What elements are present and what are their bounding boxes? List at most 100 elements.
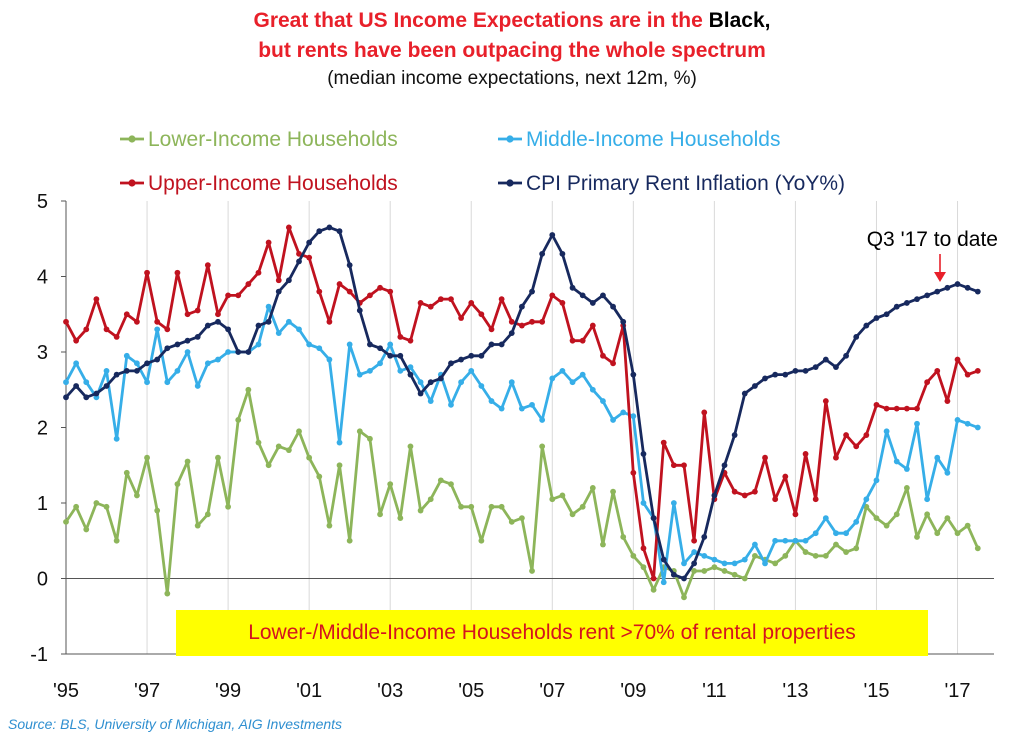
data-point <box>640 451 647 457</box>
data-point <box>306 341 313 348</box>
data-point <box>498 503 505 510</box>
data-point <box>306 254 313 261</box>
data-point <box>944 469 951 476</box>
data-point <box>893 405 900 412</box>
data-point <box>711 556 718 563</box>
data-point <box>225 292 231 299</box>
data-point <box>356 428 363 435</box>
data-point <box>367 292 373 299</box>
chart-subtitle: (median income expectations, next 12m, %… <box>327 68 697 89</box>
data-point <box>336 439 343 446</box>
data-point <box>275 330 282 337</box>
data-point <box>73 337 80 344</box>
data-point <box>255 341 262 348</box>
data-point <box>417 300 424 306</box>
data-point <box>285 318 292 325</box>
data-point <box>245 386 252 393</box>
data-point <box>377 345 383 352</box>
data-point <box>215 356 221 363</box>
data-point <box>204 262 211 269</box>
y-tick-label: 5 <box>37 191 48 213</box>
data-point <box>113 334 120 340</box>
data-point <box>275 443 282 450</box>
data-point <box>194 334 201 340</box>
data-point <box>670 500 677 506</box>
data-point <box>93 296 100 303</box>
x-tick-label: '07 <box>539 680 565 702</box>
data-point <box>265 303 272 310</box>
data-point <box>407 443 414 450</box>
data-point <box>184 458 191 465</box>
data-point <box>529 288 535 295</box>
data-point <box>559 492 566 499</box>
legend-swatch-marker <box>128 135 136 143</box>
data-point <box>741 390 748 397</box>
data-point <box>701 534 708 540</box>
data-point <box>600 352 606 359</box>
data-point <box>225 503 231 510</box>
data-point <box>184 349 191 355</box>
data-point <box>326 522 333 529</box>
data-point <box>529 401 535 408</box>
series-layer <box>63 224 981 601</box>
data-point <box>458 379 465 386</box>
data-point <box>164 379 171 386</box>
data-point <box>417 507 424 514</box>
data-point <box>539 443 546 450</box>
data-point <box>356 371 363 378</box>
data-point <box>407 364 414 370</box>
y-tick-label: 0 <box>37 569 48 591</box>
data-point <box>741 492 748 499</box>
data-point <box>701 568 708 574</box>
data-point <box>265 462 272 469</box>
data-point <box>833 541 839 548</box>
callout-box: Lower-/Middle-Income Households rent >70… <box>176 610 928 656</box>
data-point <box>752 541 758 548</box>
data-point <box>964 420 971 427</box>
x-tick-label: '01 <box>296 680 322 702</box>
data-point <box>924 496 931 503</box>
data-point <box>691 560 698 567</box>
data-point <box>924 292 931 299</box>
data-point <box>204 322 211 329</box>
source-note: Source: BLS, University of Michigan, AIG… <box>8 716 343 732</box>
data-point <box>407 371 414 378</box>
data-point <box>691 549 698 555</box>
data-point <box>731 488 738 495</box>
data-point <box>863 496 870 503</box>
data-point <box>914 534 920 540</box>
data-point <box>437 296 444 303</box>
series-line-3 <box>64 225 979 580</box>
data-point <box>721 462 728 469</box>
data-point <box>549 232 556 238</box>
data-point <box>316 473 323 480</box>
data-point <box>356 307 363 314</box>
data-point <box>508 330 515 337</box>
data-point <box>103 383 110 389</box>
data-point <box>73 383 80 389</box>
data-point <box>650 586 657 593</box>
data-point <box>822 356 829 363</box>
data-point <box>954 417 961 423</box>
data-point <box>123 367 130 374</box>
x-tick-label: '09 <box>620 680 646 702</box>
data-point <box>903 466 910 472</box>
data-point <box>103 503 110 510</box>
data-point <box>559 367 566 374</box>
data-point <box>549 496 556 503</box>
data-point <box>833 454 839 461</box>
data-point <box>498 296 505 303</box>
chart-title-line-1: Great that US Income Expectations are in… <box>0 6 1024 36</box>
data-point <box>387 288 394 295</box>
data-point <box>204 511 211 518</box>
data-point <box>407 337 414 344</box>
data-point <box>63 518 69 525</box>
data-point <box>458 315 465 321</box>
data-point <box>336 228 343 235</box>
data-point <box>873 515 880 521</box>
data-point <box>194 522 201 529</box>
data-point <box>427 379 434 386</box>
data-point <box>944 515 951 521</box>
data-point <box>579 371 586 378</box>
